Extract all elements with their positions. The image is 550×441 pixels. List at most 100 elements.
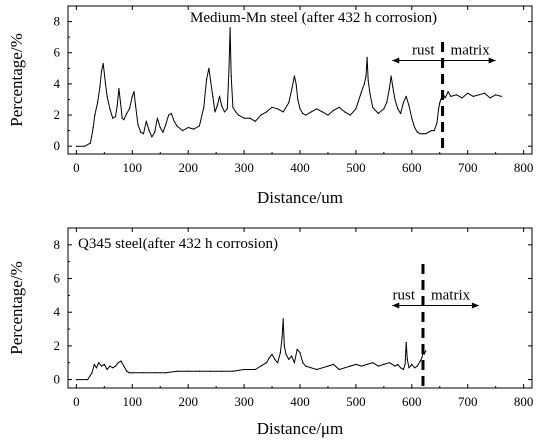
data-point: [316, 108, 318, 110]
data-point: [447, 91, 449, 93]
data-point: [394, 365, 396, 367]
data-point: [386, 102, 388, 104]
data-point: [372, 106, 374, 108]
data-point: [97, 102, 99, 104]
data-point: [388, 362, 390, 364]
data-point: [293, 75, 295, 77]
data-point: [221, 105, 223, 107]
data-point: [271, 106, 273, 108]
data-point: [226, 108, 228, 110]
data-point: [365, 75, 367, 77]
data-point: [142, 372, 145, 374]
data-point: [402, 102, 404, 104]
arrow-head-left: [392, 57, 400, 64]
y-tick-label: 2: [54, 107, 61, 122]
data-point: [377, 112, 379, 115]
data-point: [295, 83, 297, 85]
data-point: [203, 106, 205, 108]
data-point: [243, 117, 245, 119]
data-point: [421, 357, 423, 359]
data-point: [117, 362, 119, 364]
data-point: [131, 372, 133, 374]
data-point: [260, 114, 262, 116]
data-point: [283, 345, 285, 347]
data-point: [114, 365, 117, 367]
data-point: [135, 105, 137, 107]
data-point: [293, 362, 295, 364]
x-tick-label: 500: [346, 160, 366, 175]
x-tick-label: 600: [402, 160, 422, 175]
y-axis-label: Percentage/%: [7, 261, 26, 354]
data-point: [405, 341, 407, 344]
data-point: [383, 363, 385, 365]
data-point: [145, 120, 147, 122]
data-point: [210, 80, 212, 82]
data-point: [338, 368, 340, 371]
data-point: [419, 360, 421, 362]
arrow-head-right: [488, 57, 496, 64]
data-point: [123, 365, 125, 367]
data-point: [305, 365, 307, 367]
data-point: [154, 372, 156, 374]
data-point: [310, 367, 312, 369]
data-point: [472, 95, 474, 97]
series-line: [76, 318, 427, 381]
data-point: [495, 94, 497, 96]
x-tick-label: 500: [346, 394, 366, 409]
data-point: [151, 136, 153, 138]
data-point: [102, 63, 104, 65]
data-point: [483, 92, 486, 94]
data-point: [291, 355, 293, 357]
data-point: [279, 352, 281, 354]
data-point: [397, 363, 399, 365]
data-point: [99, 86, 101, 88]
data-point: [126, 370, 128, 372]
data-point: [268, 357, 270, 359]
data-point: [133, 91, 135, 93]
data-point: [297, 98, 299, 101]
data-point: [436, 122, 438, 124]
data-point: [327, 114, 329, 116]
data-point: [237, 114, 240, 116]
chart-panel-1: 0 100 200 300 400 500 600 700 800 0 2 4 6 8 Distance/u…: [7, 5, 533, 207]
data-point: [112, 117, 114, 119]
data-point: [221, 370, 223, 372]
data-point: [89, 142, 91, 144]
data-point: [408, 105, 410, 107]
chart-panel-2: 0 100 200 300 400 500 600 700 800 0 2 4 6 8 Distance/μ…: [7, 227, 533, 438]
data-point: [425, 350, 427, 352]
data-point: [369, 92, 371, 94]
x-tick-label: 100: [123, 160, 143, 175]
arrow-head-right: [471, 302, 479, 309]
plot-frame: [67, 227, 533, 389]
data-point: [366, 56, 368, 59]
data-point: [327, 365, 329, 367]
data-point: [400, 367, 402, 369]
data-point: [243, 368, 245, 371]
data-point: [414, 126, 416, 129]
data-point: [176, 125, 178, 127]
data-point: [397, 108, 399, 110]
data-point: [310, 111, 312, 113]
data-point: [419, 133, 421, 135]
data-point: [461, 97, 463, 99]
data-point: [114, 116, 117, 118]
data-point: [363, 83, 365, 85]
data-point: [355, 363, 357, 365]
data-point: [103, 363, 105, 365]
data-point: [377, 365, 379, 367]
data-point: [109, 365, 111, 367]
matrix-label: matrix: [451, 43, 491, 59]
data-point: [123, 119, 125, 121]
data-point: [131, 95, 133, 97]
data-point: [104, 83, 107, 85]
data-point: [388, 88, 390, 90]
data-point: [198, 370, 200, 372]
data-point: [98, 362, 100, 364]
data-point: [140, 131, 142, 133]
data-point: [338, 106, 340, 108]
data-point: [106, 368, 108, 371]
y-tick-label: 2: [54, 338, 61, 353]
data-point: [128, 372, 131, 374]
data-point: [316, 368, 318, 371]
